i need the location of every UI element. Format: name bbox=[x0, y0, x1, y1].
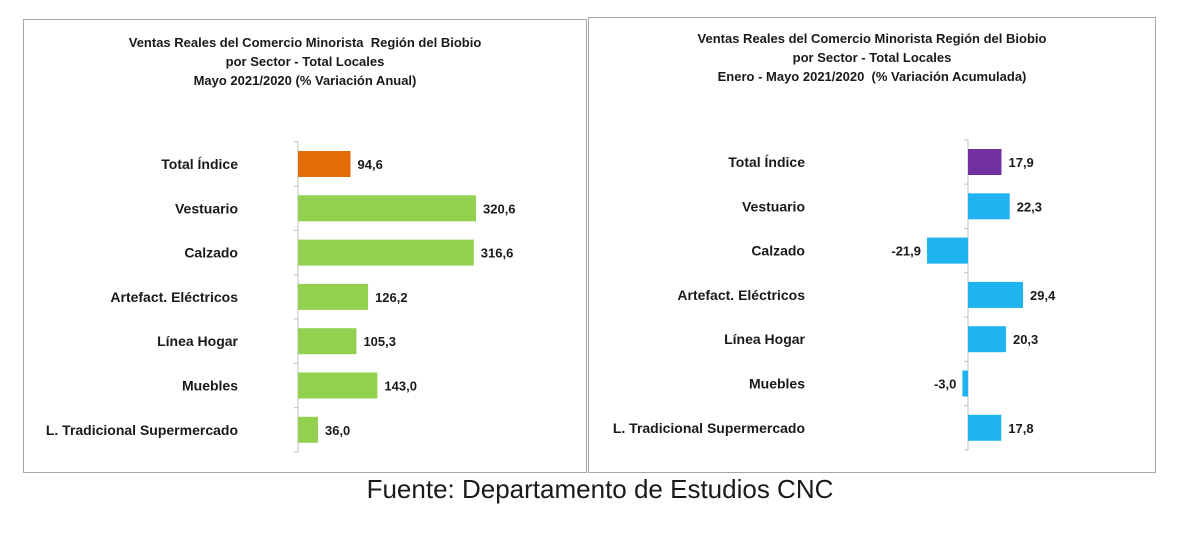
category-label: Línea Hogar bbox=[724, 331, 805, 347]
data-label: -21,9 bbox=[891, 244, 921, 259]
chart-title-line: Mayo 2021/2020 (% Variación Anual) bbox=[193, 73, 417, 88]
bar bbox=[298, 372, 378, 399]
data-label: 36,0 bbox=[325, 423, 350, 438]
data-label: 17,9 bbox=[1008, 155, 1033, 170]
data-label: 22,3 bbox=[1017, 199, 1042, 214]
source-caption: Fuente: Departamento de Estudios CNC bbox=[366, 474, 834, 504]
bar bbox=[298, 283, 369, 310]
bar bbox=[968, 326, 1006, 353]
category-label: Artefact. Eléctricos bbox=[110, 289, 238, 305]
chart-title-line: por Sector - Total Locales bbox=[792, 50, 952, 65]
data-label: 29,4 bbox=[1030, 288, 1056, 303]
data-label: 320,6 bbox=[483, 201, 516, 216]
bar bbox=[298, 195, 476, 222]
chart-panel-annual: Ventas Reales del Comercio Minorista Reg… bbox=[23, 19, 587, 473]
data-label: 17,8 bbox=[1008, 421, 1033, 436]
chart-panel-cumulative: Ventas Reales del Comercio Minorista Reg… bbox=[588, 17, 1156, 473]
bar bbox=[298, 416, 318, 443]
data-label: 105,3 bbox=[363, 334, 396, 349]
bar bbox=[968, 193, 1010, 220]
category-label: L. Tradicional Supermercado bbox=[613, 420, 805, 436]
chart-title-line: por Sector - Total Locales bbox=[225, 54, 385, 69]
bar bbox=[927, 237, 968, 264]
category-label: Vestuario bbox=[175, 200, 238, 216]
data-label: 143,0 bbox=[384, 379, 417, 394]
category-label: Artefact. Eléctricos bbox=[677, 287, 805, 303]
chart-title-line: Ventas Reales del Comercio Minorista Reg… bbox=[697, 31, 1047, 46]
bar bbox=[298, 328, 357, 355]
bar-chart-annual: Total Índice 94,6 Vestuario 320,6 Calzado 316… bbox=[46, 141, 516, 453]
data-label: -3,0 bbox=[934, 377, 956, 392]
category-label: Total Índice bbox=[728, 154, 805, 170]
bar bbox=[968, 281, 1023, 308]
bar bbox=[962, 370, 968, 397]
bar bbox=[298, 151, 351, 177]
data-label: 94,6 bbox=[358, 157, 383, 172]
data-label: 20,3 bbox=[1013, 332, 1038, 347]
bar bbox=[968, 414, 1002, 441]
bar bbox=[298, 239, 474, 266]
data-label: 316,6 bbox=[481, 246, 514, 261]
bar bbox=[968, 149, 1002, 175]
chart-title-line: Ventas Reales del Comercio Minorista Reg… bbox=[128, 35, 482, 50]
category-label: Calzado bbox=[751, 243, 805, 259]
bar-chart-cumulative: Total Índice 17,9 Vestuario 22,3 Calzado -21,… bbox=[613, 139, 1056, 451]
category-label: Calzado bbox=[184, 245, 238, 261]
category-label: Muebles bbox=[182, 378, 238, 394]
data-label: 126,2 bbox=[375, 290, 408, 305]
chart-title: Ventas Reales del Comercio Minorista Reg… bbox=[589, 29, 1155, 86]
category-label: Total Índice bbox=[161, 156, 238, 172]
category-label: Muebles bbox=[749, 376, 805, 392]
chart-title: Ventas Reales del Comercio Minorista Reg… bbox=[24, 33, 586, 90]
category-label: L. Tradicional Supermercado bbox=[46, 422, 238, 438]
chart-title-line: Enero - Mayo 2021/2020 (% Variación Acum… bbox=[717, 69, 1027, 84]
category-label: Línea Hogar bbox=[157, 333, 238, 349]
category-label: Vestuario bbox=[742, 198, 805, 214]
